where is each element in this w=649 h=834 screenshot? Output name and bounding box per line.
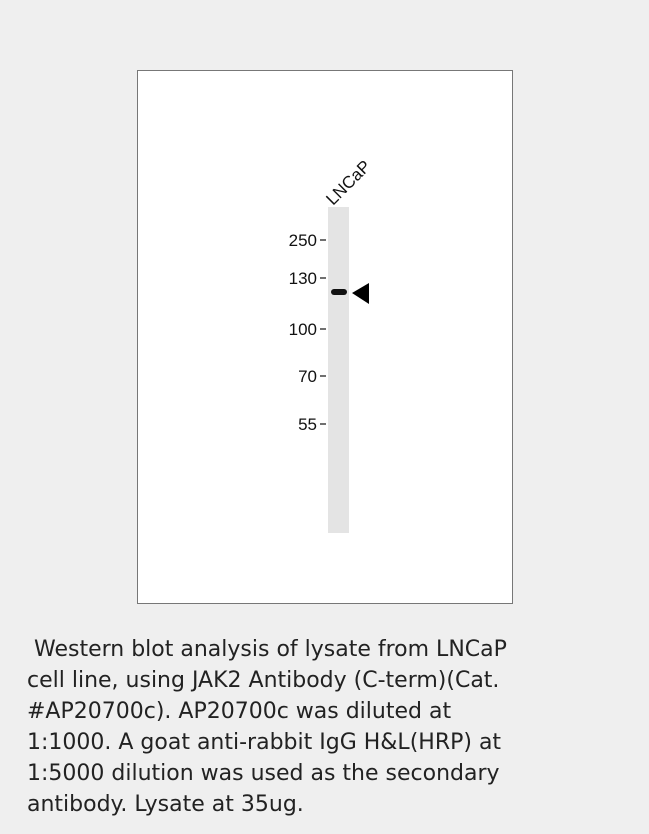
marker-label: 70 [298, 367, 317, 386]
caption: Western blot analysis of lysate from LNC… [27, 634, 637, 820]
caption-line: cell line, using JAK2 Antibody (C-term)(… [27, 665, 637, 696]
marker-label: 250 [289, 231, 317, 250]
caption-line: Western blot analysis of lysate from LNC… [27, 634, 637, 665]
band [331, 289, 347, 295]
marker-label: 55 [298, 415, 317, 434]
page: {"blot": {"lane_label": "LNCaP", "marker… [0, 0, 649, 834]
lane [328, 207, 349, 533]
marker-label: 130 [289, 269, 317, 288]
caption-line: antibody. Lysate at 35ug. [27, 789, 637, 820]
caption-line: #AP20700c). AP20700c was diluted at [27, 696, 637, 727]
blot-frame [138, 71, 513, 604]
marker-label: 100 [289, 320, 317, 339]
caption-line: 1:5000 dilution was used as the secondar… [27, 758, 637, 789]
caption-line: 1:1000. A goat anti-rabbit IgG H&L(HRP) … [27, 727, 637, 758]
